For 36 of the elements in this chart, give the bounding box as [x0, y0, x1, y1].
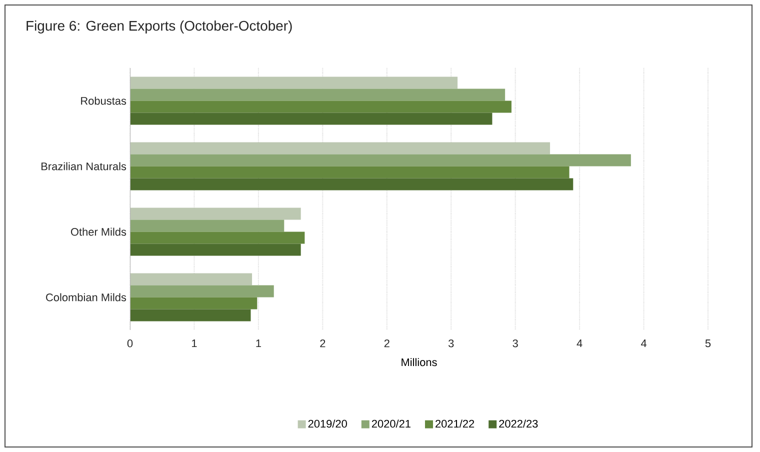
bar [130, 100, 512, 113]
x-tick-label: 1 [256, 340, 261, 348]
x-tick-label: 4 [640, 340, 647, 348]
legend-label: 2022/23 [499, 420, 538, 428]
y-tick-label: Robustas [81, 96, 126, 105]
bar [130, 232, 305, 244]
x-tick-label: 0 [127, 340, 133, 348]
bar [130, 154, 631, 166]
x-tick-label: 2 [320, 340, 326, 348]
bar [130, 112, 492, 125]
legend-label: 2020/21 [372, 420, 410, 428]
legend-label: 2019/20 [308, 420, 347, 428]
y-tick-label: Brazilian Naturals [42, 162, 126, 170]
x-tick-label: 3 [512, 340, 518, 348]
bar [130, 309, 251, 322]
legend-label: 2021/22 [436, 420, 474, 428]
bar [130, 297, 258, 310]
bar [130, 178, 574, 190]
y-tick-label: Colombian Milds [46, 293, 126, 302]
x-tick-label: 2 [384, 340, 390, 348]
x-tick-label: 5 [705, 340, 711, 348]
bar [130, 208, 301, 220]
bar [130, 244, 301, 256]
chart-title: Figure 6: Green Exports (October-October) [26, 20, 292, 34]
y-tick-label: Other Milds [70, 228, 126, 236]
bar [130, 285, 274, 298]
x-tick-label: 1 [192, 340, 197, 348]
x-axis-title: Millions [402, 358, 437, 366]
bar [130, 88, 506, 101]
bar [130, 273, 252, 286]
bar [130, 220, 284, 232]
x-tick-label: 4 [576, 340, 582, 348]
bar [130, 166, 570, 178]
bar [130, 76, 458, 89]
bar [130, 142, 550, 154]
x-tick-label: 3 [448, 340, 454, 348]
